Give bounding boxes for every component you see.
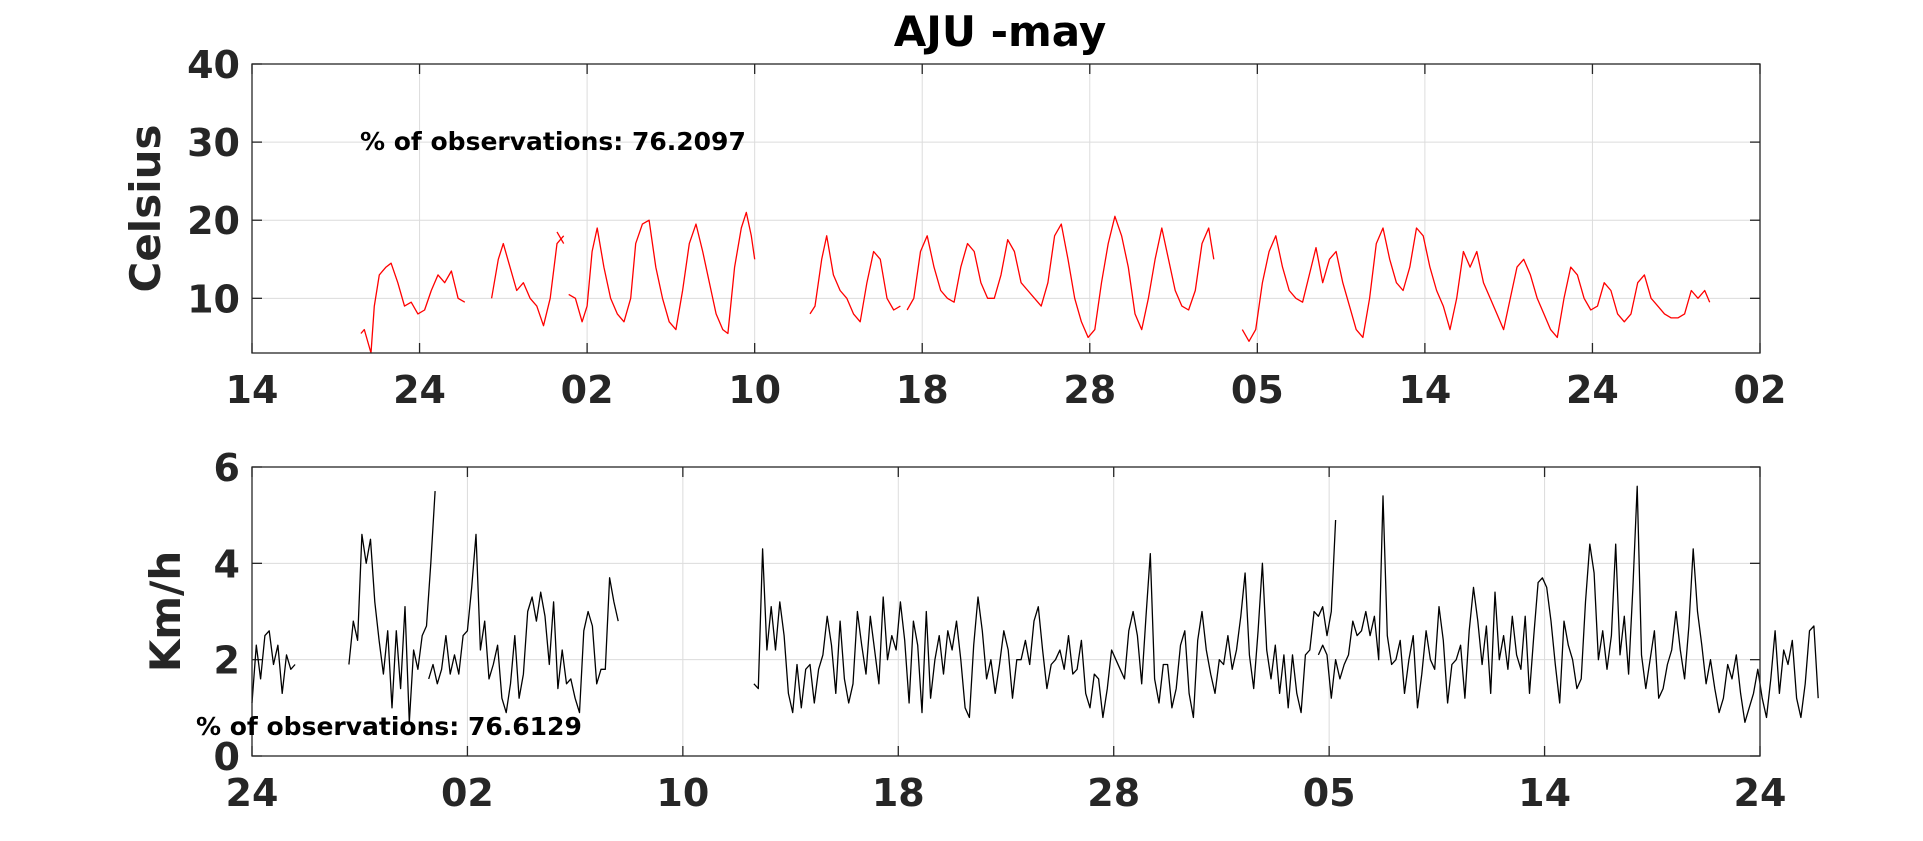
series-line: [809, 235, 901, 323]
plot-frame: [251, 466, 1761, 757]
series-line: [251, 630, 296, 704]
x-tick-label: 24: [226, 771, 279, 815]
y-axis-label: Km/h: [141, 551, 190, 673]
series-line: [360, 262, 466, 354]
x-tick-label: 10: [728, 368, 781, 412]
temperature-panel: 14 24 02 10 18 28 05 14 24 02 10 20 30 40 Celsius % of …: [121, 43, 1786, 412]
y-tick-label: 0: [214, 735, 240, 779]
x-tick-label: 02: [1734, 368, 1787, 412]
y-tick-label: 2: [214, 639, 240, 683]
series-line: [753, 519, 1337, 719]
series-line: [348, 491, 436, 723]
plot-frame: [251, 63, 1761, 354]
y-tick-label: 40: [187, 43, 240, 87]
x-tick-label: 14: [1398, 368, 1451, 412]
series-line: [490, 235, 565, 327]
x-tick-label: 02: [561, 368, 614, 412]
y-tick-label: 20: [187, 199, 240, 243]
x-tick-label: 14: [1518, 771, 1571, 815]
x-tick-label: 14: [226, 368, 279, 412]
y-tick-label: 10: [187, 277, 240, 321]
y-tick-label: 6: [214, 446, 240, 490]
series-line: [906, 215, 1215, 339]
x-tick-label: 18: [896, 368, 949, 412]
x-tick-label: 02: [441, 771, 494, 815]
x-tick-label: 24: [1566, 368, 1619, 412]
y-tick-label: 30: [187, 121, 240, 165]
x-tick-label: 28: [1087, 771, 1140, 815]
y-axis-label: Celsius: [121, 125, 170, 293]
observation-percentage: % of observations: 76.2097: [360, 127, 746, 156]
chart-title: AJU -may: [894, 7, 1106, 56]
x-tick-label: 24: [393, 368, 446, 412]
series-line: [1317, 485, 1819, 723]
series-line: [1241, 227, 1711, 342]
x-tick-label: 24: [1734, 771, 1787, 815]
series-line: [556, 231, 565, 244]
x-tick-label: 05: [1303, 771, 1356, 815]
x-tick-label: 05: [1231, 368, 1284, 412]
x-tick-label: 28: [1063, 368, 1116, 412]
y-tick-label: 4: [214, 542, 240, 586]
observation-percentage: % of observations: 76.6129: [196, 712, 582, 741]
series-line: [568, 211, 756, 335]
x-tick-label: 10: [656, 771, 709, 815]
x-tick-label: 18: [872, 771, 925, 815]
series-line: [428, 533, 619, 714]
